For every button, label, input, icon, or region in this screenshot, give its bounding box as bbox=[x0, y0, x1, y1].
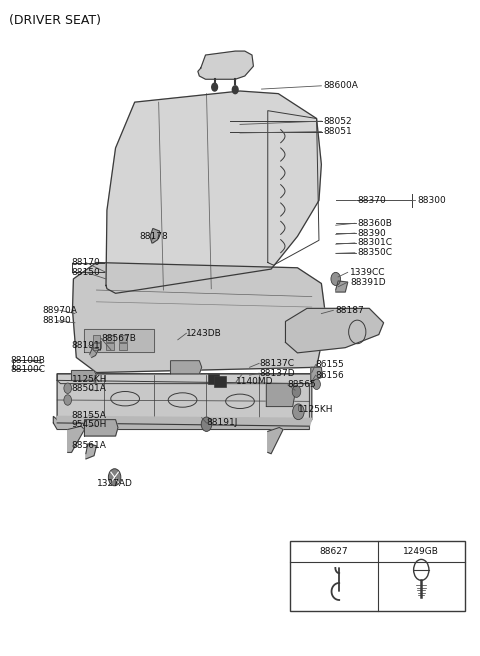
Polygon shape bbox=[150, 228, 159, 243]
Bar bbox=[120, 343, 127, 350]
Polygon shape bbox=[57, 417, 312, 426]
Polygon shape bbox=[57, 374, 312, 384]
Circle shape bbox=[212, 83, 217, 91]
Circle shape bbox=[64, 383, 72, 394]
Circle shape bbox=[64, 395, 72, 405]
Circle shape bbox=[108, 469, 121, 485]
Text: 88627: 88627 bbox=[320, 546, 348, 556]
Text: 88300: 88300 bbox=[417, 196, 446, 205]
Polygon shape bbox=[286, 308, 384, 353]
Text: 88350C: 88350C bbox=[357, 248, 392, 257]
Text: 88370: 88370 bbox=[357, 196, 386, 205]
Text: 88301C: 88301C bbox=[357, 238, 392, 247]
Text: 88970A: 88970A bbox=[43, 306, 78, 315]
Text: 86156: 86156 bbox=[316, 371, 344, 380]
Polygon shape bbox=[266, 384, 295, 407]
Bar bbox=[93, 335, 100, 342]
Polygon shape bbox=[72, 371, 96, 380]
Text: 88150: 88150 bbox=[72, 268, 100, 277]
Bar bbox=[290, 541, 465, 611]
Text: 88051: 88051 bbox=[324, 127, 352, 136]
Text: 88501A: 88501A bbox=[72, 384, 107, 394]
Polygon shape bbox=[68, 426, 84, 453]
Circle shape bbox=[313, 379, 321, 390]
Polygon shape bbox=[106, 91, 322, 293]
Text: 1125KH: 1125KH bbox=[72, 375, 107, 384]
Text: 88137D: 88137D bbox=[259, 369, 295, 378]
Circle shape bbox=[232, 86, 238, 94]
Polygon shape bbox=[268, 428, 283, 454]
Circle shape bbox=[293, 404, 304, 420]
Text: 88155A: 88155A bbox=[72, 411, 107, 420]
Polygon shape bbox=[72, 262, 326, 373]
Polygon shape bbox=[170, 361, 202, 374]
Polygon shape bbox=[336, 281, 348, 292]
Text: 88187: 88187 bbox=[336, 306, 364, 315]
Text: 88191J: 88191J bbox=[206, 419, 238, 428]
Polygon shape bbox=[57, 374, 312, 423]
Text: 88391D: 88391D bbox=[350, 277, 386, 287]
Circle shape bbox=[201, 417, 212, 432]
Text: 88561A: 88561A bbox=[72, 441, 107, 450]
Text: (DRIVER SEAT): (DRIVER SEAT) bbox=[9, 14, 101, 27]
Polygon shape bbox=[198, 51, 253, 79]
Polygon shape bbox=[84, 329, 154, 352]
Text: 88191J: 88191J bbox=[72, 341, 103, 350]
Text: 1249GB: 1249GB bbox=[403, 546, 439, 556]
Text: 88100B: 88100B bbox=[10, 356, 45, 365]
Circle shape bbox=[331, 272, 340, 285]
Polygon shape bbox=[84, 420, 118, 436]
Text: 88390: 88390 bbox=[357, 228, 386, 237]
Bar bbox=[106, 335, 114, 342]
Bar bbox=[120, 335, 127, 342]
Polygon shape bbox=[86, 444, 96, 459]
Text: 1339CC: 1339CC bbox=[350, 268, 385, 277]
Text: 88100C: 88100C bbox=[10, 365, 45, 374]
Text: 1125KH: 1125KH bbox=[299, 405, 334, 415]
Text: 88190: 88190 bbox=[43, 316, 72, 325]
Polygon shape bbox=[53, 417, 310, 430]
Bar bbox=[214, 377, 226, 387]
Text: 88137C: 88137C bbox=[259, 359, 294, 368]
Text: 88178: 88178 bbox=[140, 232, 168, 241]
Polygon shape bbox=[311, 367, 323, 382]
Text: 88565: 88565 bbox=[288, 380, 317, 390]
Text: 86155: 86155 bbox=[316, 360, 344, 369]
Text: 88360B: 88360B bbox=[357, 218, 392, 228]
Text: 88567B: 88567B bbox=[101, 334, 136, 343]
Text: 1327AD: 1327AD bbox=[96, 479, 132, 487]
Text: 1243DB: 1243DB bbox=[186, 329, 222, 338]
Text: 88052: 88052 bbox=[324, 117, 352, 126]
Text: 88600A: 88600A bbox=[324, 81, 359, 91]
Bar bbox=[106, 343, 114, 350]
Circle shape bbox=[292, 386, 301, 398]
Polygon shape bbox=[57, 374, 312, 420]
Bar bbox=[208, 374, 219, 384]
Text: 1140MD: 1140MD bbox=[236, 377, 274, 386]
Polygon shape bbox=[90, 348, 99, 358]
Bar bbox=[93, 343, 100, 350]
Text: 88170: 88170 bbox=[72, 258, 100, 267]
Text: 95450H: 95450H bbox=[72, 420, 107, 430]
